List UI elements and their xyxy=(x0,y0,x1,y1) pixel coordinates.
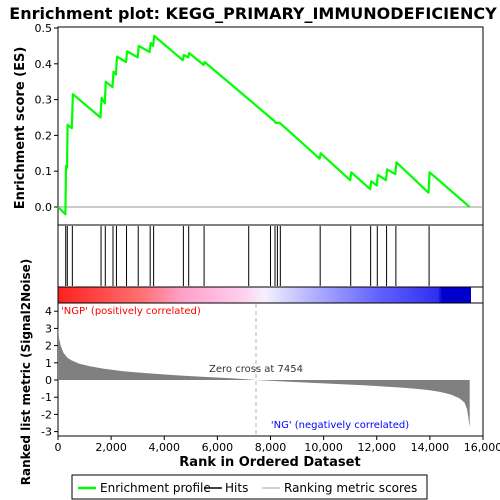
x-tick-label: 6,000 xyxy=(202,441,234,454)
x-tick-label: 4,000 xyxy=(149,441,181,454)
x-tick-label: 0 xyxy=(55,441,62,454)
x-axis-label: Rank in Ordered Dataset xyxy=(179,455,360,470)
es-ytick-label: 0.3 xyxy=(35,94,53,107)
negative-correlation-label: 'NG' (negatively correlated) xyxy=(271,420,409,431)
metric-panel-frame xyxy=(57,302,484,437)
es-ytick-label: 0.2 xyxy=(35,129,53,142)
x-tick-label: 2,000 xyxy=(95,441,127,454)
metric-ylabel: Ranked list metric (Signal2Noise) xyxy=(19,259,33,486)
metric-ytick-label: 4 xyxy=(45,305,52,318)
x-tick-label: 10,000 xyxy=(304,441,343,454)
chart-title: Enrichment plot: KEGG_PRIMARY_IMMUNODEFI… xyxy=(9,4,497,23)
es-ylabel: Enrichment score (ES) xyxy=(13,47,28,210)
metric-ytick-label: -2 xyxy=(41,408,52,421)
es-panel-frame xyxy=(57,26,484,226)
es-ytick-label: 0.0 xyxy=(35,201,53,214)
x-tick-label: 8,000 xyxy=(255,441,287,454)
zero-cross-label: Zero cross at 7454 xyxy=(209,364,303,375)
x-tick-label: 16,000 xyxy=(464,441,500,454)
x-tick-label: 12,000 xyxy=(358,441,397,454)
es-ytick-label: 0.5 xyxy=(35,22,53,35)
legend-hits-label: Hits xyxy=(225,481,248,495)
metric-ytick-label: 3 xyxy=(45,322,52,335)
metric-ytick-label: 1 xyxy=(45,357,52,370)
metric-ytick-label: 2 xyxy=(45,340,52,353)
rank-color-bar xyxy=(58,287,471,303)
metric-ytick-label: -3 xyxy=(41,426,52,439)
ranking-metric-area xyxy=(58,326,470,428)
legend-ranking-label: Ranking metric scores xyxy=(284,481,417,495)
positive-correlation-label: 'NGP' (positively correlated) xyxy=(61,306,201,317)
legend-enrichment-label: Enrichment profile xyxy=(100,481,211,495)
metric-ytick-label: 0 xyxy=(45,374,52,387)
es-ytick-label: 0.1 xyxy=(35,165,53,178)
metric-ytick-label: -1 xyxy=(41,391,52,404)
enrichment-profile-line xyxy=(57,34,471,216)
x-tick-label: 14,000 xyxy=(411,441,450,454)
legend-box xyxy=(71,474,428,500)
es-ytick-label: 0.4 xyxy=(35,58,53,71)
